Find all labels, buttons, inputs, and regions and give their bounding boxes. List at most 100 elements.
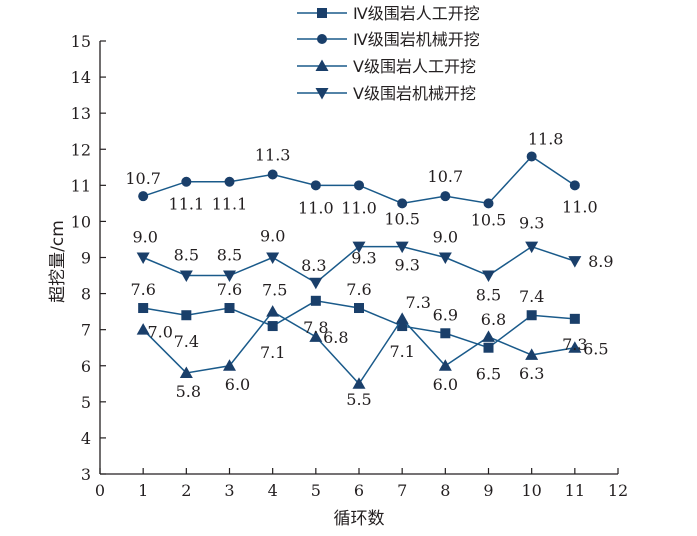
data-point xyxy=(310,295,321,306)
data-point xyxy=(266,305,280,317)
legend-entry: Ⅳ级围岩机械开挖 xyxy=(353,30,480,49)
data-label: 7.4 xyxy=(174,332,199,351)
data-point xyxy=(525,348,539,360)
y-tick-label: 7 xyxy=(81,321,91,340)
data-label: 11.0 xyxy=(298,198,334,217)
data-point xyxy=(352,241,366,254)
legend-entry: Ⅴ级围岩机械开挖 xyxy=(353,84,476,103)
data-point xyxy=(223,359,236,371)
data-label: 7.6 xyxy=(217,280,242,299)
data-label: 6.0 xyxy=(433,375,458,394)
data-label: 6.8 xyxy=(323,328,348,347)
data-label: 9.0 xyxy=(132,228,157,247)
x-tick-label: 6 xyxy=(354,481,364,500)
data-point xyxy=(526,310,537,321)
data-label: 5.8 xyxy=(176,382,201,401)
data-label: 7.6 xyxy=(346,280,371,299)
legend-entry: Ⅳ级围岩人工开挖 xyxy=(353,4,480,23)
y-tick-label: 9 xyxy=(81,249,91,268)
data-point xyxy=(438,359,452,371)
legend-marker xyxy=(315,88,329,100)
data-label: 8.5 xyxy=(174,246,199,265)
data-point xyxy=(136,323,150,335)
data-labels: 7.6 7.4 7.6 7.1 7.8 7.6 7.1 6.9 6.5 7.4 7.3 10.7 11.… xyxy=(125,129,613,408)
data-label: 9.0 xyxy=(260,227,285,246)
data-point xyxy=(267,169,278,180)
data-label: 8.3 xyxy=(301,256,326,275)
data-label: 11.0 xyxy=(341,198,377,217)
data-label: 5.5 xyxy=(346,390,371,409)
y-tick-label: 12 xyxy=(71,140,91,159)
x-tick-label: 0 xyxy=(95,481,105,500)
y-tick-label: 5 xyxy=(81,393,91,412)
data-label: 6.5 xyxy=(583,340,608,359)
series-line xyxy=(142,310,575,386)
x-tick-label: 4 xyxy=(268,481,278,500)
series-3 xyxy=(136,305,582,389)
data-point xyxy=(395,312,409,324)
x-axis-title: 循环数 xyxy=(334,509,385,529)
data-point xyxy=(138,303,149,314)
data-label: 6.3 xyxy=(519,364,544,383)
legend-marker xyxy=(317,8,327,18)
data-point xyxy=(482,270,495,283)
data-point xyxy=(309,330,323,342)
data-point xyxy=(181,310,192,321)
data-point xyxy=(483,342,494,353)
series-2 xyxy=(138,151,580,209)
data-label: 9.3 xyxy=(394,256,419,275)
y-tick-label: 11 xyxy=(71,176,91,195)
data-label: 11.0 xyxy=(562,197,598,216)
x-tick-label: 7 xyxy=(397,481,407,500)
data-label: 10.5 xyxy=(384,209,420,228)
data-point xyxy=(438,252,452,264)
series-line xyxy=(142,155,576,205)
data-label: 7.3 xyxy=(562,335,587,354)
data-point xyxy=(136,252,150,264)
data-point xyxy=(440,328,451,339)
series-4 xyxy=(136,241,582,290)
data-point xyxy=(397,198,408,209)
data-point xyxy=(354,303,364,314)
data-label: 7.1 xyxy=(260,343,285,362)
data-label: 11.1 xyxy=(212,195,248,214)
axes: 循环数 超挖量/cm 0 1 2 3 4 5 6 7 8 9 10 11 123456789101112… xyxy=(48,32,628,529)
data-point xyxy=(354,180,364,191)
data-label: 7.8 xyxy=(303,318,328,337)
data-point xyxy=(569,313,580,324)
x-tick-label: 10 xyxy=(521,481,541,500)
x-tick-label: 2 xyxy=(181,481,191,500)
y-tick-label: 15 xyxy=(71,32,91,51)
data-point xyxy=(568,256,582,268)
data-label: 9.0 xyxy=(433,228,458,247)
data-point xyxy=(266,252,280,264)
series-group xyxy=(136,151,582,389)
data-point xyxy=(483,198,494,209)
data-label: 6.0 xyxy=(225,375,250,394)
data-point xyxy=(267,321,278,332)
data-point xyxy=(397,321,408,332)
x-tick-label: 9 xyxy=(483,481,493,500)
legend-marker xyxy=(315,59,329,71)
data-point xyxy=(525,241,539,254)
data-point xyxy=(138,191,149,202)
data-label: 11.3 xyxy=(255,146,291,165)
data-label: 7.4 xyxy=(519,287,544,306)
y-tick-label: 3 xyxy=(81,465,91,484)
data-point xyxy=(395,241,409,254)
data-label: 7.0 xyxy=(147,323,172,342)
x-tick-label: 11 xyxy=(565,481,585,500)
data-label: 7.3 xyxy=(405,293,430,312)
data-point xyxy=(179,270,193,283)
legend: Ⅳ级围岩人工开挖 Ⅳ级围岩机械开挖 Ⅴ级围岩人工开挖 Ⅴ级围岩机械开挖 xyxy=(297,4,480,103)
data-label: 8.5 xyxy=(217,246,242,265)
data-label: 10.5 xyxy=(471,210,507,229)
y-tick-label: 14 xyxy=(71,68,91,87)
data-point xyxy=(352,377,366,389)
x-tick-label: 1 xyxy=(138,481,148,500)
data-label: 8.9 xyxy=(588,252,613,271)
data-point xyxy=(309,277,323,290)
data-label: 6.5 xyxy=(476,365,501,384)
